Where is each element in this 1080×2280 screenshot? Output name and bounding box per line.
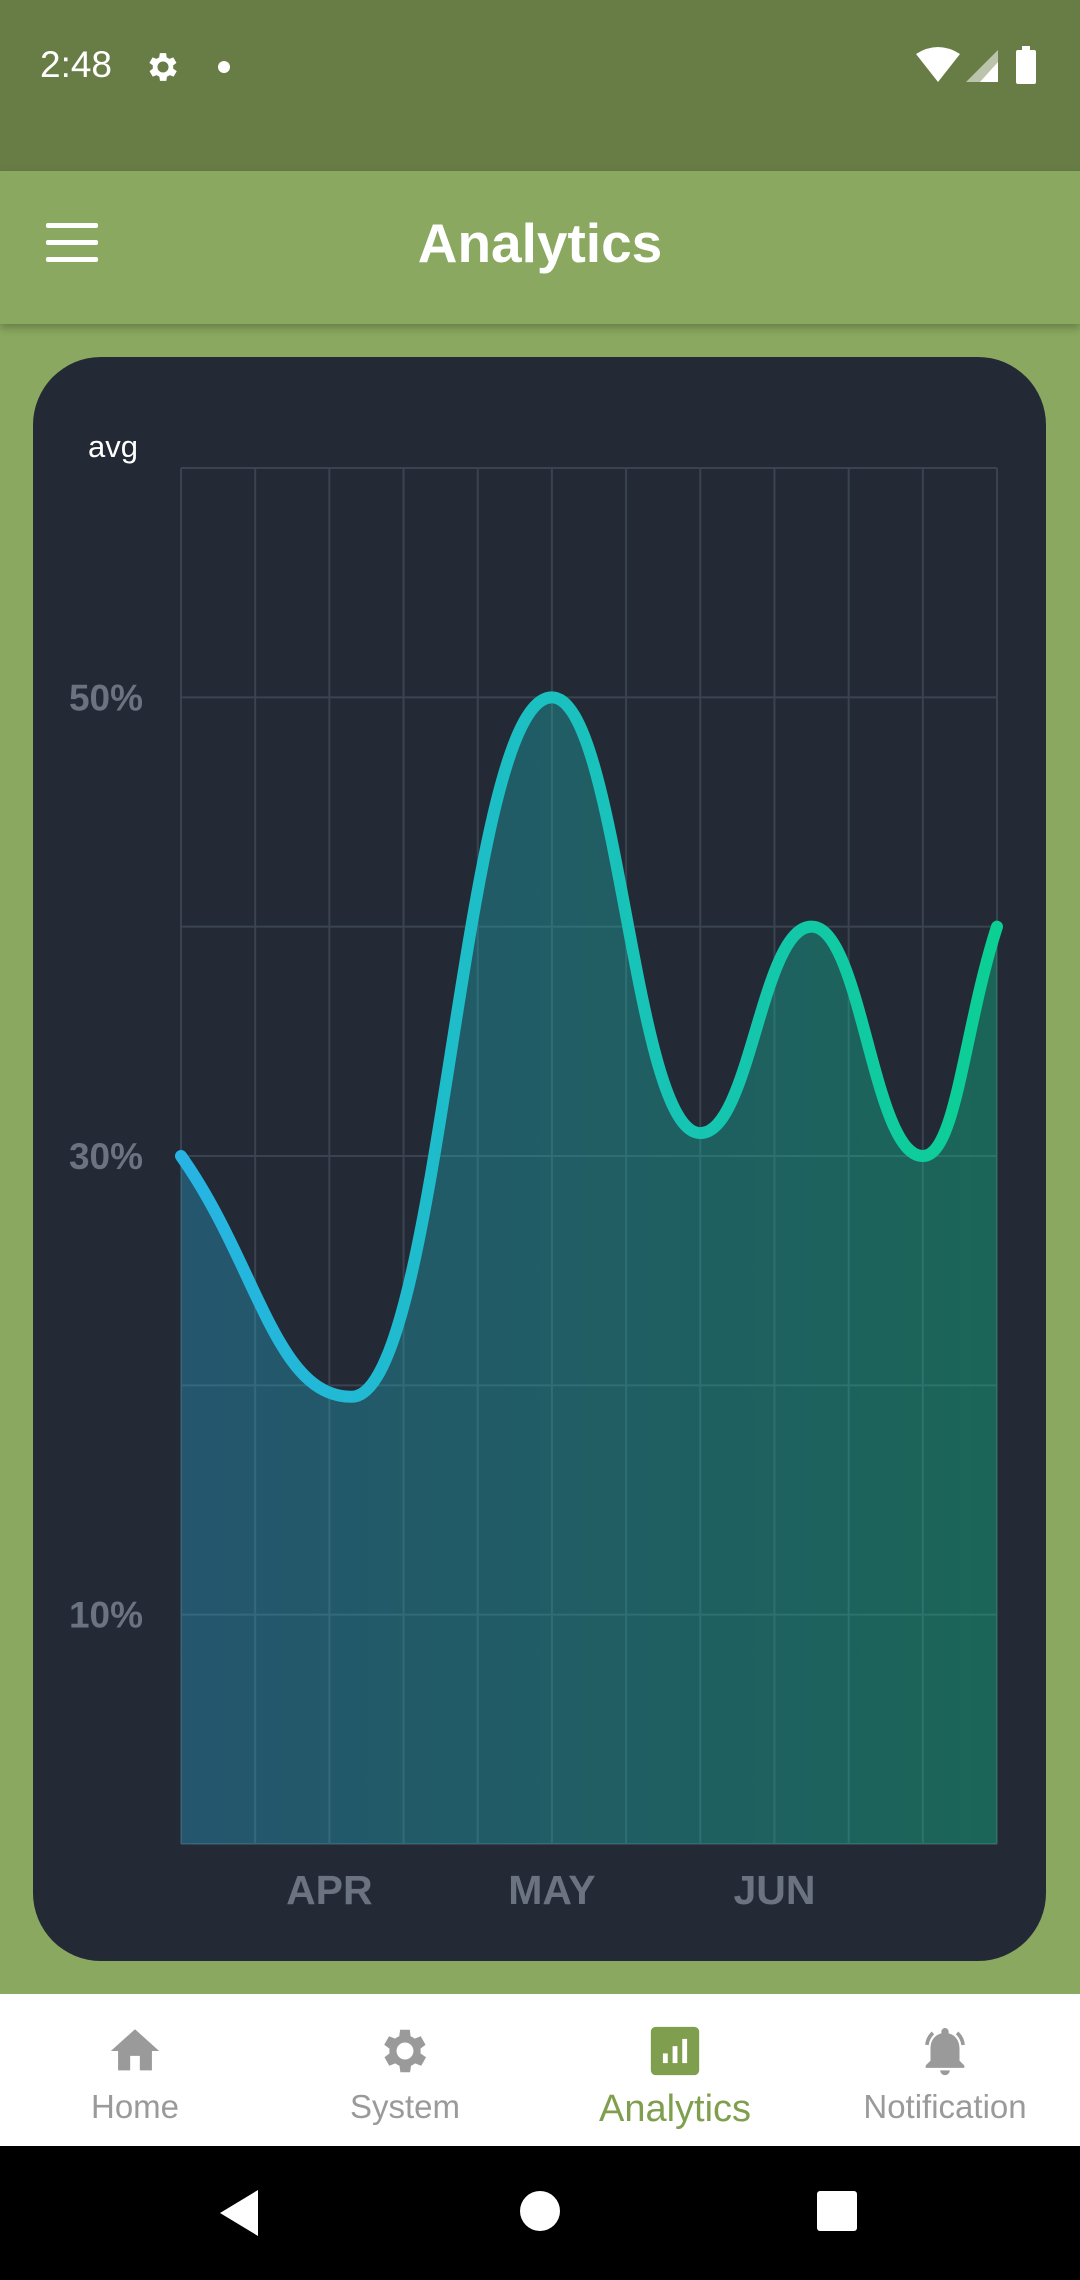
series-line: [175, 691, 1003, 1403]
page-title: Analytics: [417, 212, 663, 274]
y-tick-label: 10%: [69, 1595, 143, 1636]
series-area-fill: [181, 697, 997, 1844]
gear-icon: [384, 2029, 427, 2073]
nav-item-analytics[interactable]: Analytics: [540, 1994, 810, 2146]
bell-icon: [925, 2028, 965, 2076]
nav-label-system: System: [349, 2088, 461, 2125]
y-axis-label: avg: [88, 429, 138, 464]
home-icon: [110, 2029, 160, 2071]
home-circle-icon[interactable]: [519, 2190, 561, 2232]
wifi-icon: [916, 47, 960, 82]
x-tick-label: APR: [286, 1867, 373, 1913]
recents-icon[interactable]: [816, 2190, 858, 2232]
hamburger-menu-icon[interactable]: [46, 223, 106, 269]
status-icons: [916, 46, 1036, 84]
x-tick-label: JUN: [733, 1867, 815, 1913]
x-tick-label: MAY: [508, 1867, 595, 1913]
app-bar: Analytics: [0, 171, 1080, 324]
status-bar: 2:48: [0, 0, 1080, 171]
nav-label-notification: Notification: [863, 2088, 1027, 2125]
battery-icon: [1016, 46, 1036, 84]
avg-area-chart: avg 10% 30% 50% APR MAY JUN: [69, 429, 1003, 1913]
status-time: 2:48: [40, 44, 113, 85]
bottom-nav: Home System Analytics Notification: [0, 1994, 1080, 2146]
y-tick-label: 50%: [69, 677, 143, 718]
y-tick-label: 30%: [69, 1136, 143, 1177]
gear-icon: [149, 53, 177, 81]
nav-label-home: Home: [90, 2088, 180, 2125]
back-icon[interactable]: [216, 2188, 262, 2238]
nav-label-analytics: Analytics: [598, 2088, 752, 2130]
system-nav-bar: [0, 2146, 1080, 2280]
nav-item-system[interactable]: System: [270, 1994, 540, 2146]
notification-dot-icon: [218, 61, 230, 73]
nav-item-notification[interactable]: Notification: [810, 1994, 1080, 2146]
chart-card: avg 10% 30% 50% APR MAY JUN: [33, 357, 1046, 1961]
nav-item-home[interactable]: Home: [0, 1994, 270, 2146]
analytics-icon: [650, 2026, 700, 2076]
